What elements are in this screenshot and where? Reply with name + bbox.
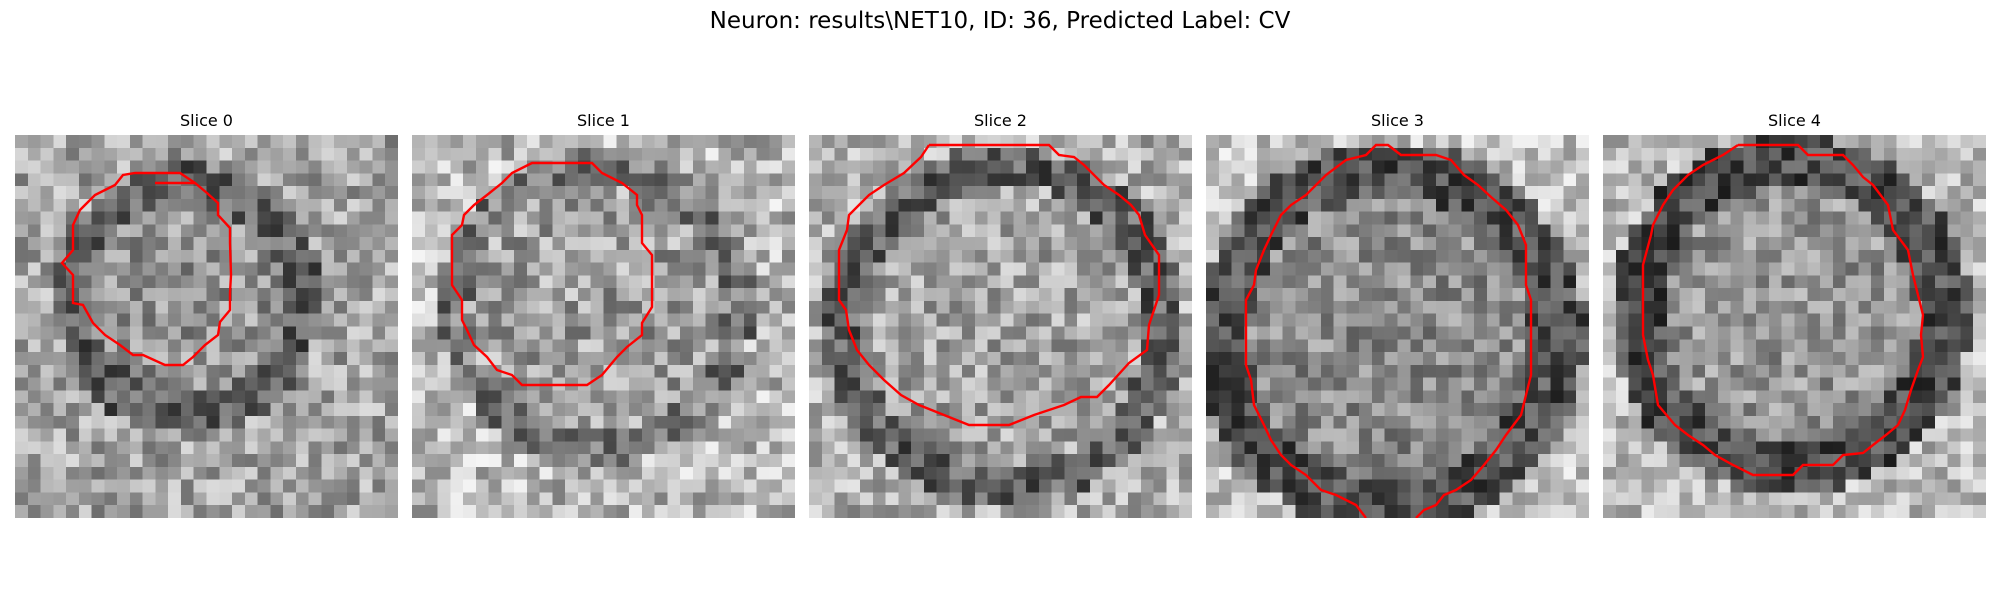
contour-overlay — [837, 143, 1161, 427]
slice-panel: Slice 1 — [412, 108, 795, 518]
slice-panel: Slice 2 — [809, 108, 1192, 518]
contour-overlay — [1641, 143, 1925, 477]
contour-overlay — [1244, 143, 1533, 518]
slice-title: Slice 1 — [577, 111, 630, 130]
vesicle-contour — [60, 171, 233, 367]
slice-panel: Slice 0 — [15, 108, 398, 518]
slice-image — [809, 135, 1192, 518]
figure-title: Neuron: results\NET10, ID: 36, Predicted… — [709, 8, 1291, 34]
slice-title: Slice 0 — [180, 111, 233, 130]
vesicle-contour — [1641, 143, 1925, 477]
slice-image — [412, 135, 795, 518]
slice-title: Slice 3 — [1371, 111, 1424, 130]
slice-image — [1206, 135, 1589, 518]
slice-panel: Slice 4 — [1603, 108, 1986, 518]
slice-image — [15, 135, 398, 518]
slice-title: Slice 2 — [974, 111, 1027, 130]
contour-overlay — [60, 171, 233, 367]
contour-overlay — [450, 161, 654, 387]
slice-panel: Slice 3 — [1206, 108, 1589, 518]
vesicle-contour — [1244, 143, 1533, 518]
vesicle-contour — [837, 143, 1161, 427]
vesicle-contour — [450, 161, 654, 387]
slice-title: Slice 4 — [1768, 111, 1821, 130]
